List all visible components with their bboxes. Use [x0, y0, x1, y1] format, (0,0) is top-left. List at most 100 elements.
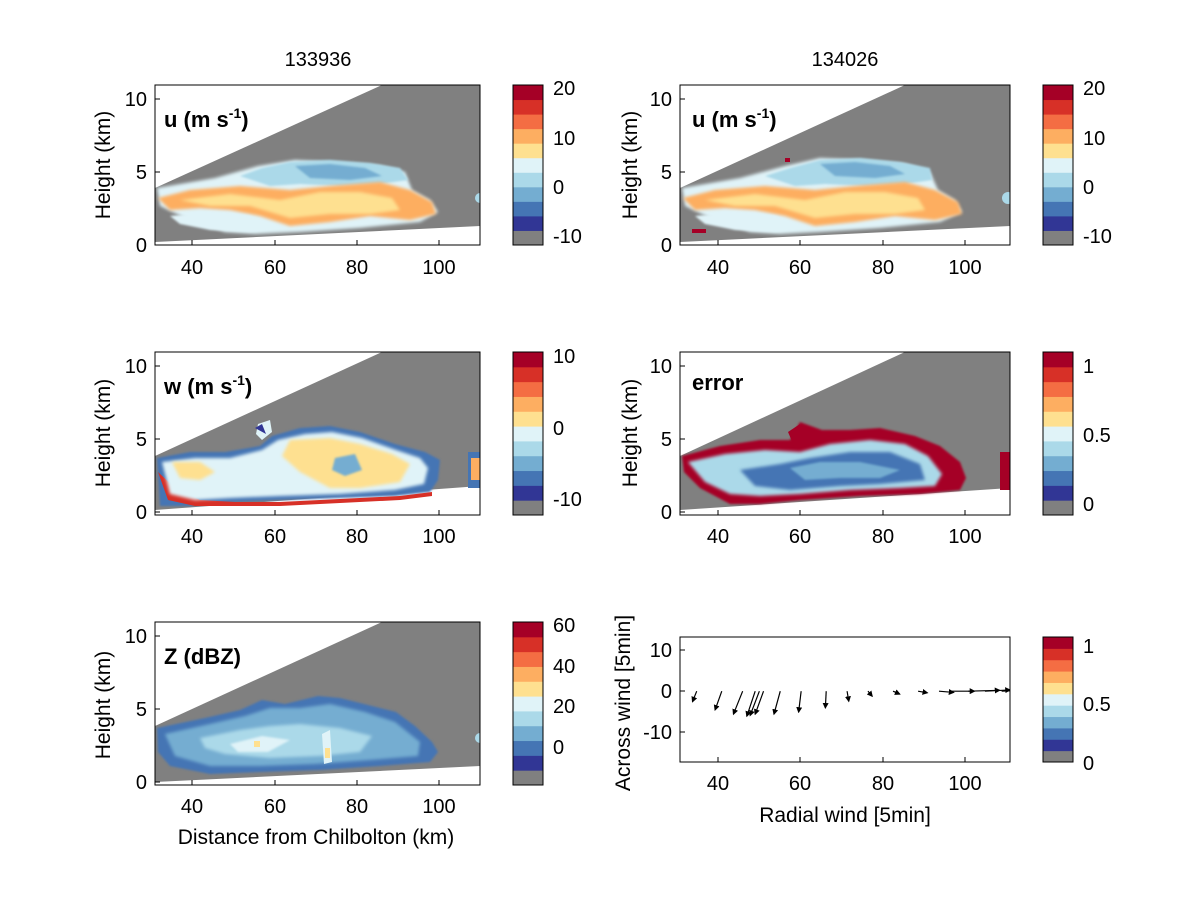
z-left-y-label: Height (km) [92, 651, 115, 760]
svg-text:40: 40 [181, 796, 203, 818]
panel-u-right: u (m s-1) 0 5 10 40 60 80 100 Height (km… [619, 84, 1011, 279]
colorbar-u-left-tick: 20 [553, 78, 575, 100]
colorbar-band [1043, 637, 1073, 649]
svg-text:80: 80 [872, 526, 894, 548]
colorbar-band [513, 666, 543, 682]
colorbar-band [513, 143, 543, 159]
colorbar-band [1043, 455, 1073, 472]
svg-text:60: 60 [789, 257, 811, 279]
colorbar-band [1043, 682, 1073, 695]
colorbar-band [513, 725, 543, 742]
svg-text:60: 60 [789, 773, 811, 795]
colorbar-band [513, 426, 543, 442]
panel-wind-right: 10 0 -10 40 60 80 100 Across wind [5min]… [612, 615, 1011, 827]
colorbar-z-left: 60 40 20 0 [512, 615, 575, 786]
svg-text:40: 40 [181, 526, 203, 548]
svg-text:40: 40 [707, 773, 729, 795]
panel-error-right: error 0 5 10 40 60 80 100 Height (km) [619, 351, 1011, 548]
w-left-red-edge [158, 472, 432, 506]
z-left-label-main: Z (dBZ) [164, 644, 241, 669]
colorbar-band [513, 215, 543, 231]
svg-text:80: 80 [346, 796, 368, 818]
svg-text:80: 80 [346, 257, 368, 279]
svg-text:60: 60 [789, 526, 811, 548]
colorbar-band [1043, 716, 1073, 729]
right-column-title: 134026 [812, 49, 879, 71]
u-right-field-blue-mid [820, 162, 905, 178]
colorbar-band [1043, 693, 1073, 706]
svg-text:100: 100 [422, 257, 455, 279]
colorbar-band [513, 470, 543, 486]
error-right-label-main: error [692, 370, 744, 395]
colorbar-band [513, 114, 543, 130]
colorbar-error-right: 1 0.5 0 [1042, 351, 1111, 516]
svg-text:0: 0 [661, 502, 672, 524]
u-right-x-ticks: 40 60 80 100 [707, 240, 982, 279]
svg-text:5: 5 [136, 162, 147, 184]
z-left-label: Z (dBZ) [164, 644, 241, 669]
colorbar-z-left-tick: 60 [553, 615, 575, 637]
wind-right-y-label: Across wind [5min] [612, 615, 635, 791]
colorbar-band [1043, 114, 1073, 130]
svg-text:60: 60 [264, 796, 286, 818]
panel-z-left: Z (dBZ) 0 5 10 40 60 80 100 Height (km) … [92, 621, 481, 849]
colorbar-z-left-tick: 0 [553, 737, 564, 759]
svg-text:80: 80 [872, 257, 894, 279]
colorbar-z-left-tick: 40 [553, 656, 575, 678]
svg-text:10: 10 [125, 626, 147, 648]
colorbar-band [513, 157, 543, 173]
colorbar-u-left: 20 10 0 -10 [512, 78, 582, 248]
error-right-field-mid [790, 462, 900, 480]
svg-text:10: 10 [125, 356, 147, 378]
colorbar-band [513, 366, 543, 383]
quiver-arrows [691, 687, 1010, 718]
colorbar-band [1043, 186, 1073, 202]
u-left-field-yellow [180, 192, 400, 218]
svg-text:0: 0 [661, 681, 672, 703]
colorbar-band [513, 485, 543, 501]
colorbar-u-left-tick: 0 [553, 177, 564, 199]
wind-arrow [772, 691, 781, 716]
svg-text:100: 100 [948, 773, 981, 795]
colorbar-band [1043, 411, 1073, 427]
wind-right-x-ticks: 40 60 80 100 [707, 757, 982, 795]
colorbar-band [513, 352, 543, 368]
svg-text:100: 100 [422, 526, 455, 548]
w-left-label-end: ) [245, 374, 252, 399]
u-left-y-ticks: 0 5 10 [125, 89, 160, 257]
wind-arrow [713, 690, 723, 712]
u-left-label-end: ) [241, 107, 248, 132]
colorbar-error-right-tick: 0 [1083, 494, 1094, 516]
wind-arrow [938, 689, 955, 695]
colorbar-band [513, 381, 543, 397]
colorbar-band [513, 651, 543, 667]
colorbar-band [1043, 381, 1073, 397]
u-right-field-yellow [705, 192, 925, 218]
colorbar-band [1043, 648, 1073, 661]
svg-text:5: 5 [136, 429, 147, 451]
wind-arrow [984, 687, 1010, 694]
panel-u-left: u (m s-1) 0 5 10 40 60 80 100 Height (km… [92, 84, 481, 279]
colorbar-band [1043, 128, 1073, 144]
svg-text:0: 0 [136, 772, 147, 794]
colorbar-band [513, 696, 543, 712]
colorbar-band [1043, 352, 1073, 368]
wind-arrow [892, 689, 901, 695]
z-left-y-ticks: 0 5 10 [125, 626, 160, 794]
colorbar-band [513, 622, 543, 638]
svg-text:40: 40 [181, 257, 203, 279]
wind-right-y-ticks: 10 0 -10 [643, 640, 685, 744]
colorbar-band [1043, 366, 1073, 383]
u-left-label-main: u (m s [164, 107, 229, 132]
error-right-x-ticks: 40 60 80 100 [707, 510, 982, 548]
u-right-label: u (m s-1) [692, 105, 777, 132]
colorbar-z-left-tick: 20 [553, 696, 575, 718]
colorbar-band [513, 455, 543, 472]
u-right-label-sup: -1 [757, 105, 770, 121]
colorbar-band [1043, 671, 1073, 683]
w-left-field-blue-spots [332, 454, 362, 476]
colorbar-band [1043, 85, 1073, 101]
svg-text:0: 0 [661, 235, 672, 257]
colorbar-band [1043, 157, 1073, 173]
